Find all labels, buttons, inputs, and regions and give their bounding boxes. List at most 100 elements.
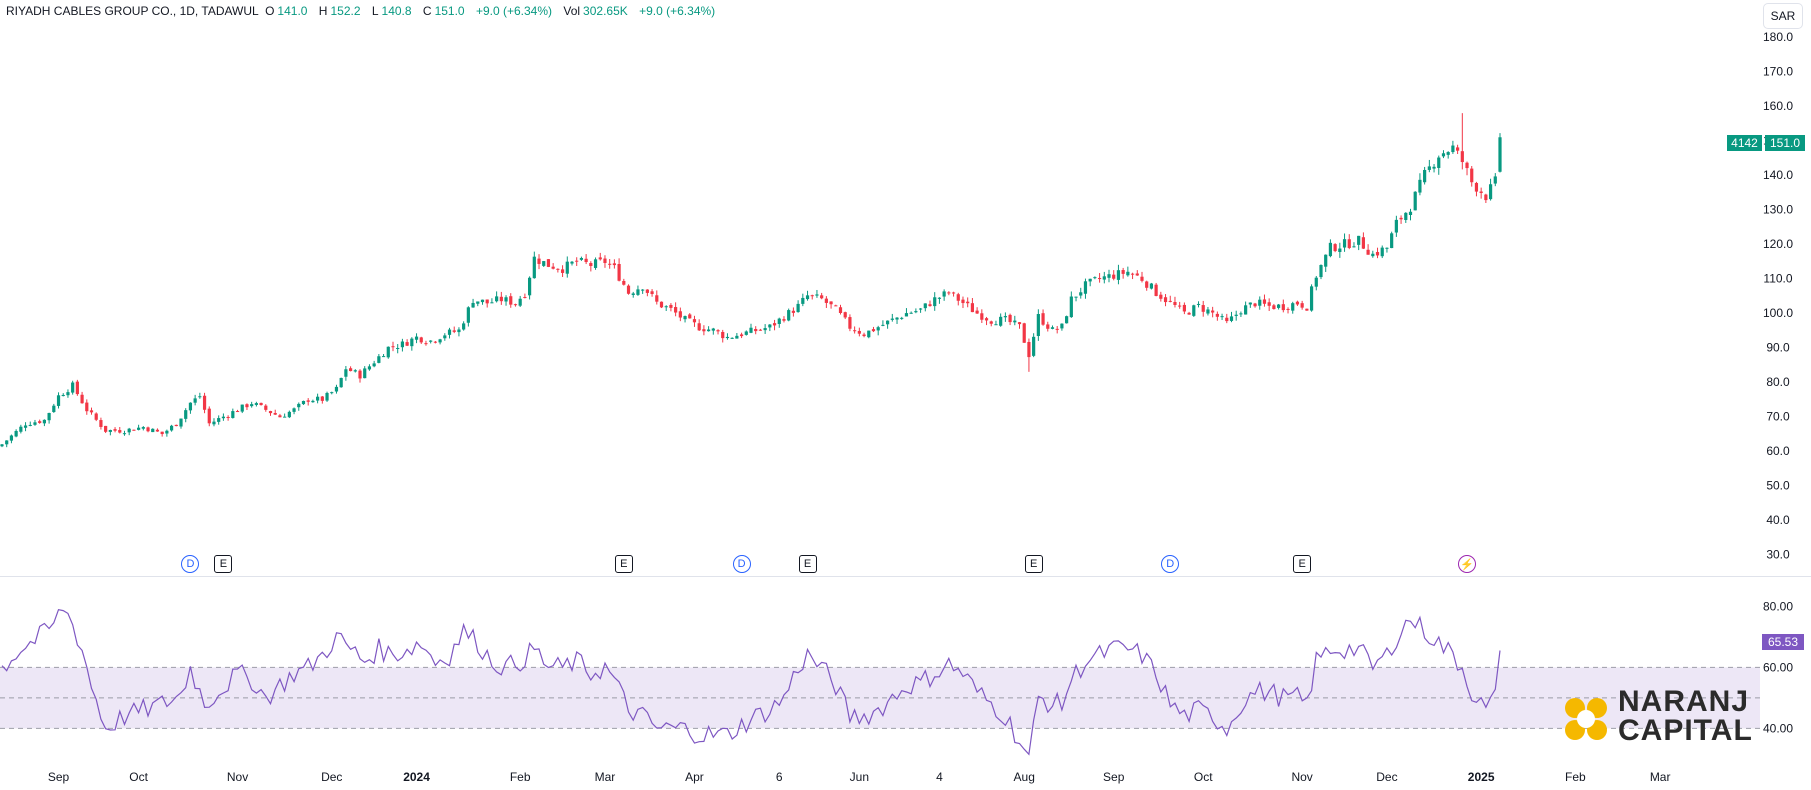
earnings-marker-icon[interactable]: E: [1024, 555, 1043, 573]
candle-body: [259, 402, 263, 406]
change-value: +9.0 (+6.34%): [475, 4, 553, 18]
candle-body: [146, 427, 150, 432]
dividend-marker-icon[interactable]: D: [732, 555, 751, 573]
candle-body: [1065, 316, 1069, 324]
candle-body: [1371, 253, 1375, 257]
candle-body: [1338, 248, 1342, 252]
candle-body: [325, 392, 329, 401]
candle-body: [862, 334, 866, 337]
candle-body: [829, 301, 833, 305]
candle-body: [0, 444, 4, 447]
candle-body: [980, 313, 984, 320]
candle-body: [909, 312, 913, 314]
volume-change-value: +9.0 (+6.34%): [639, 4, 716, 18]
candle-body: [1408, 211, 1413, 215]
dividend-marker-icon[interactable]: D: [1161, 555, 1180, 573]
rsi-axis-tick-label: 60.00: [1763, 660, 1793, 674]
candle-body: [608, 263, 612, 265]
candle-body: [306, 400, 310, 402]
candle-body: [956, 294, 960, 301]
candle-body: [14, 430, 18, 437]
candle-body: [1093, 277, 1097, 279]
candle-body: [895, 317, 899, 320]
candle-body: [353, 370, 357, 372]
candle-body: [1201, 305, 1205, 312]
earnings-marker-icon[interactable]: E: [798, 555, 817, 573]
candle-body: [758, 329, 763, 331]
candle-body: [650, 291, 654, 295]
candle-body: [711, 328, 715, 331]
candle-body: [1013, 320, 1017, 323]
candle-body: [311, 400, 315, 403]
time-axis-tick-label: Aug: [1014, 770, 1035, 784]
candle-body: [33, 422, 37, 425]
candle-body: [1479, 191, 1483, 194]
candle-body: [1107, 274, 1111, 278]
candle-body: [1399, 217, 1403, 220]
candle-body: [221, 416, 226, 419]
time-axis-tick-label: Oct: [1194, 770, 1213, 784]
candle-body: [127, 428, 131, 433]
candle-body: [358, 370, 362, 379]
candle-body: [405, 342, 409, 346]
candle-body: [1229, 316, 1234, 321]
candle-body: [1498, 137, 1502, 172]
currency-button[interactable]: SAR: [1763, 3, 1803, 29]
candle-body: [19, 426, 23, 432]
earnings-marker-icon[interactable]: E: [614, 555, 633, 573]
candle-body: [188, 402, 193, 411]
candle-body: [1300, 303, 1304, 308]
candle-body: [193, 398, 197, 403]
candle-body: [1145, 281, 1149, 288]
candle-body: [268, 411, 273, 414]
candle-body: [1211, 310, 1215, 313]
candle-body: [424, 343, 428, 345]
candle-body: [999, 316, 1003, 326]
open-value: 141.0: [277, 4, 308, 18]
candle-body: [391, 346, 395, 348]
candle-body: [749, 327, 753, 333]
dividend-marker-icon[interactable]: D: [181, 555, 200, 573]
candle-body: [787, 310, 791, 321]
candle-body: [659, 301, 664, 308]
time-axis-tick-label: Mar: [1650, 770, 1671, 784]
candle-body: [1474, 182, 1479, 192]
candle-body: [1008, 314, 1012, 323]
candle-body: [438, 339, 442, 343]
candle-body: [1484, 194, 1488, 201]
candle-body: [429, 340, 433, 342]
candle-body: [678, 311, 682, 318]
candle-body: [1418, 179, 1422, 193]
earnings-marker-icon[interactable]: E: [214, 555, 233, 573]
candle-body: [1173, 301, 1177, 305]
candle-body: [857, 330, 861, 334]
candle-body: [1470, 168, 1474, 183]
candle-body: [617, 263, 621, 281]
candle-body: [702, 329, 706, 332]
candle-body: [1036, 314, 1040, 337]
candle-body: [1112, 274, 1116, 279]
candle-body: [207, 408, 211, 424]
candle-body: [1187, 312, 1191, 315]
split-marker-icon[interactable]: ⚡: [1458, 555, 1477, 573]
earnings-marker-icon[interactable]: E: [1293, 555, 1312, 573]
candle-body: [820, 295, 824, 299]
candle-body: [584, 258, 588, 263]
candle-body: [283, 416, 287, 418]
candle-body: [721, 331, 725, 339]
candle-body: [400, 341, 405, 348]
candle-body: [1309, 286, 1314, 311]
candle-body: [339, 377, 343, 388]
candle-body: [118, 430, 122, 433]
candle-body: [174, 424, 178, 427]
price-axis-tick-label: 80.0: [1766, 375, 1790, 389]
candle-body: [42, 419, 46, 424]
price-axis-tick-label: 180.0: [1763, 30, 1793, 44]
candle-body: [1121, 270, 1125, 274]
price-axis-tick-label: 60.0: [1766, 444, 1790, 458]
candle-body: [928, 304, 932, 307]
candle-body: [1305, 308, 1309, 311]
candle-body: [1159, 294, 1163, 299]
candle-body: [593, 259, 598, 268]
